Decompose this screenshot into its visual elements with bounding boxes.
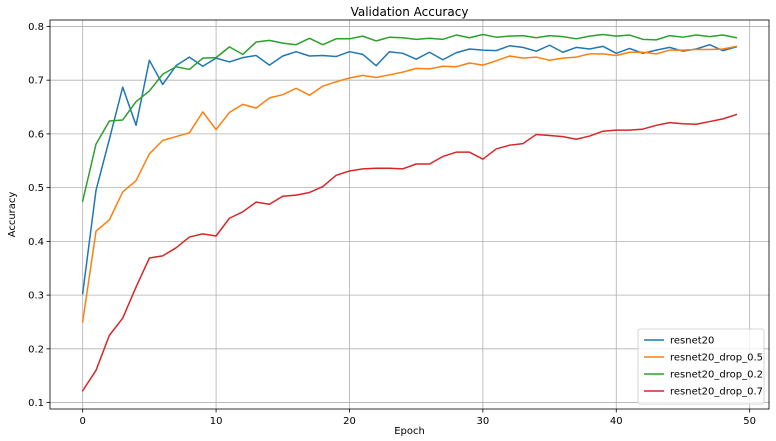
chart-title: Validation Accuracy — [351, 5, 469, 19]
legend: resnet20 resnet20_drop_0.5 resnet20_drop_0… — [637, 328, 765, 405]
y-axis-label: Accuracy — [7, 192, 18, 238]
y-tick-label: 0.6 — [28, 129, 44, 140]
y-tick-label: 0.2 — [28, 344, 44, 355]
y-tick-label: 0.4 — [28, 237, 44, 248]
legend-box — [637, 328, 765, 405]
legend-entry-label: resnet20_drop_0.5 — [670, 353, 763, 364]
series-line-resnet20 — [81, 43, 738, 295]
series-line-resnet20-drop-0-5 — [81, 45, 738, 323]
legend-entry-label: resnet20_drop_0.7 — [670, 387, 763, 398]
legend-entry-label: resnet20 — [670, 336, 714, 347]
y-tick-label: 0.8 — [28, 22, 44, 33]
x-tick-label: 0 — [79, 416, 85, 427]
legend-entry-label: resnet20_drop_0.2 — [670, 370, 763, 381]
series-lines — [81, 33, 738, 392]
y-tick-label: 0.3 — [28, 291, 44, 302]
x-tick-label: 50 — [743, 416, 756, 427]
x-axis-label: Epoch — [394, 426, 425, 437]
grid — [50, 20, 769, 409]
series-line-resnet20-drop-0-2 — [81, 33, 738, 202]
x-tick-label: 30 — [477, 416, 490, 427]
axis-ticks: 0 10 20 30 40 50 0.1 0.2 0.3 0.4 0.5 0.6 0.7 0.8 — [28, 22, 756, 427]
y-tick-label: 0.1 — [28, 398, 44, 409]
y-tick-label: 0.5 — [28, 183, 44, 194]
axes-frame — [49, 19, 770, 410]
x-tick-label: 40 — [610, 416, 623, 427]
x-tick-label: 20 — [343, 416, 356, 427]
y-tick-label: 0.7 — [28, 76, 44, 87]
x-tick-label: 10 — [210, 416, 223, 427]
series-line-resnet20-drop-0-7 — [81, 113, 738, 392]
